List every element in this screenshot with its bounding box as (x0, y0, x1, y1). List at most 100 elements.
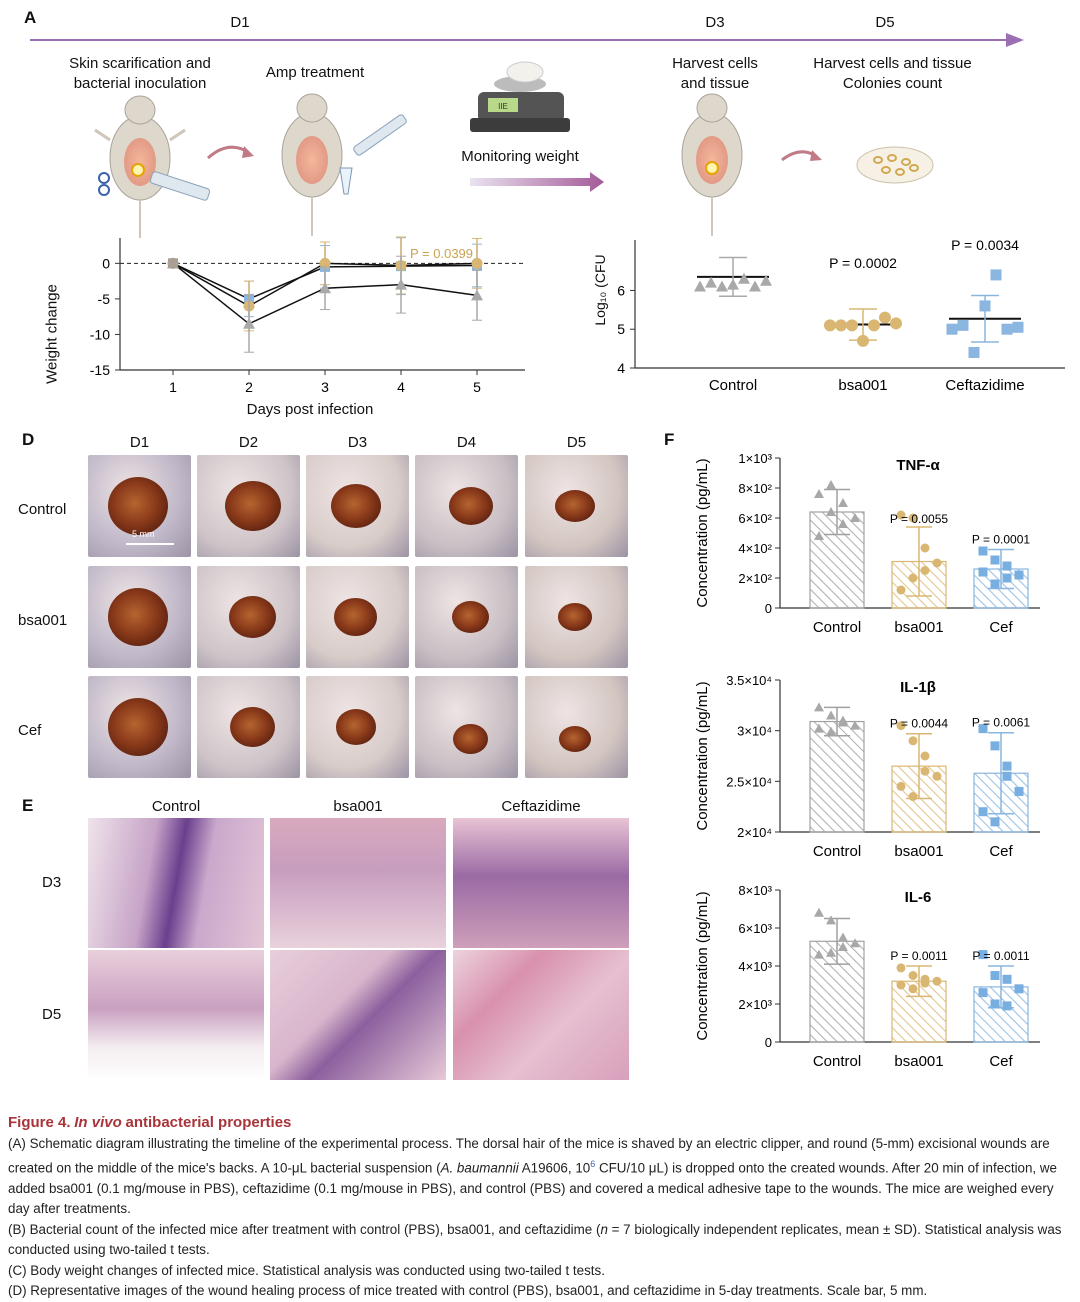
wound-photo (525, 676, 628, 778)
cytokine-point (978, 567, 988, 577)
cytokine-point (990, 817, 1000, 827)
cytokine-point (850, 513, 860, 522)
panel-a-timeline: IIE (30, 33, 1024, 238)
cfu-point (835, 319, 847, 332)
panel-a-label: A (24, 8, 37, 27)
cytokine-point (920, 566, 930, 575)
cytokine-point (908, 736, 918, 746)
cytokine-point (990, 999, 1000, 1009)
scale-bar-label: 5 mm (132, 529, 155, 539)
cfu-point (1001, 323, 1013, 335)
histology-col-label: Ceftazidime (501, 798, 581, 815)
cfu-point (890, 317, 902, 330)
cytokine-point (920, 543, 930, 553)
cytokine-category-label: Control (813, 843, 861, 860)
cytokine-y-tick-label: 2×10² (738, 571, 772, 586)
cytokine-point (978, 988, 988, 998)
cytokine-category-label: bsa001 (894, 1053, 943, 1070)
cytokine-y-tick-label: 4×10³ (738, 959, 772, 974)
cytokine-y-tick-label: 0 (765, 1035, 772, 1050)
cytokine-pvalue: P = 0.0011 (972, 949, 1030, 963)
cfu-point (749, 280, 761, 292)
wound-area (334, 598, 377, 636)
cytokine-point (932, 976, 942, 986)
cytokine-point (826, 726, 836, 736)
timeline-day-d3: D3 (705, 14, 725, 31)
cytokine-point (838, 942, 848, 951)
cytokine-point (896, 721, 906, 731)
cytokine-point (838, 519, 848, 528)
figure-caption: Figure 4. In vivo antibacterial properti… (8, 1113, 1072, 1302)
wound-photo (306, 455, 409, 557)
photo-row-label: bsa001 (18, 612, 68, 629)
wound-photo (415, 676, 518, 778)
cytokine-y-tick-label: 8×10² (738, 481, 772, 496)
weight-ylabel: Weight change (43, 284, 61, 384)
cytokine-point (1002, 761, 1012, 771)
photo-col-label: D2 (238, 434, 259, 451)
wound-area (107, 477, 168, 535)
cytokine-y-tick-label: 0 (765, 601, 772, 616)
wound-area (452, 723, 489, 755)
cfu-point (738, 272, 750, 284)
cytokine-category-label: Cef (989, 619, 1013, 636)
cytokine-point (814, 702, 824, 712)
weight-y-tick-label: -10 (90, 326, 110, 342)
cytokine-pvalue: P = 0.0011 (890, 949, 948, 963)
cytokine-pvalue: P = 0.0001 (972, 533, 1030, 547)
cfu-point (868, 319, 880, 332)
cytokine-point (896, 963, 906, 973)
weight-x-tick-label: 4 (397, 379, 405, 395)
cytokine-point (978, 546, 988, 556)
cfu-point (846, 319, 858, 332)
step-harvest: Harvest cells and tissue (672, 55, 758, 92)
cytokine-point (1002, 974, 1012, 984)
cytokine-title: IL-6 (905, 889, 932, 906)
cfu-point (716, 280, 728, 292)
cytokine-y-tick-label: 2.5×10⁴ (726, 774, 772, 789)
wound-photo (306, 566, 409, 668)
histology-image (453, 818, 629, 948)
cytokine-point (826, 915, 836, 925)
cfu-point (1012, 321, 1024, 333)
cfu-y-tick-label: 5 (617, 321, 625, 337)
cytokine-ylabel: Concentration (pg/mL) (694, 681, 711, 830)
cytokine-point (908, 971, 918, 980)
cfu-point (760, 274, 772, 286)
cytokine-point (838, 932, 848, 942)
weight-x-tick-label: 1 (169, 379, 177, 395)
wound-photo (306, 676, 409, 778)
panel-f-label: F (664, 430, 675, 449)
weight-y-tick-label: -5 (98, 291, 111, 307)
histology-image (270, 950, 446, 1080)
cytokine-category-label: Control (813, 619, 861, 636)
cytokine-point (1002, 771, 1012, 781)
cfu-point (990, 269, 1002, 281)
cytokine-category-label: Cef (989, 843, 1013, 860)
weight-point (395, 278, 407, 290)
photo-col-label: D3 (347, 434, 368, 451)
caption-title-rest: antibacterial properties (125, 1114, 292, 1131)
cytokine-point (896, 980, 906, 990)
cytokine-y-tick-label: 3×10⁴ (737, 724, 772, 739)
cytokine-y-tick-label: 3.5×10⁴ (726, 673, 772, 688)
cfu-point (694, 280, 706, 292)
scale-icon (470, 61, 570, 132)
histology-image (453, 950, 629, 1080)
cytokine-ylabel: Concentration (pg/mL) (694, 891, 711, 1040)
mouse-icon (681, 93, 743, 236)
cytokine-point (908, 792, 918, 802)
wound-photo (415, 455, 518, 557)
cytokine-ylabel: Concentration (pg/mL) (694, 458, 711, 607)
cytokine-point (1014, 570, 1024, 580)
cytokine-y-tick-label: 6×10³ (738, 921, 772, 936)
weight-point (471, 289, 483, 301)
cytokine-y-tick-label: 6×10² (738, 511, 772, 526)
weight-point (319, 257, 331, 269)
cytokine-y-tick-label: 2×10⁴ (737, 825, 772, 840)
cytokine-pvalue: P = 0.0055 (890, 512, 948, 526)
panel-d-label: D (22, 430, 35, 449)
cfu-pvalue: P = 0.0002 (829, 255, 897, 271)
wound-area (228, 595, 277, 639)
cytokine-category-label: Control (813, 1053, 861, 1070)
